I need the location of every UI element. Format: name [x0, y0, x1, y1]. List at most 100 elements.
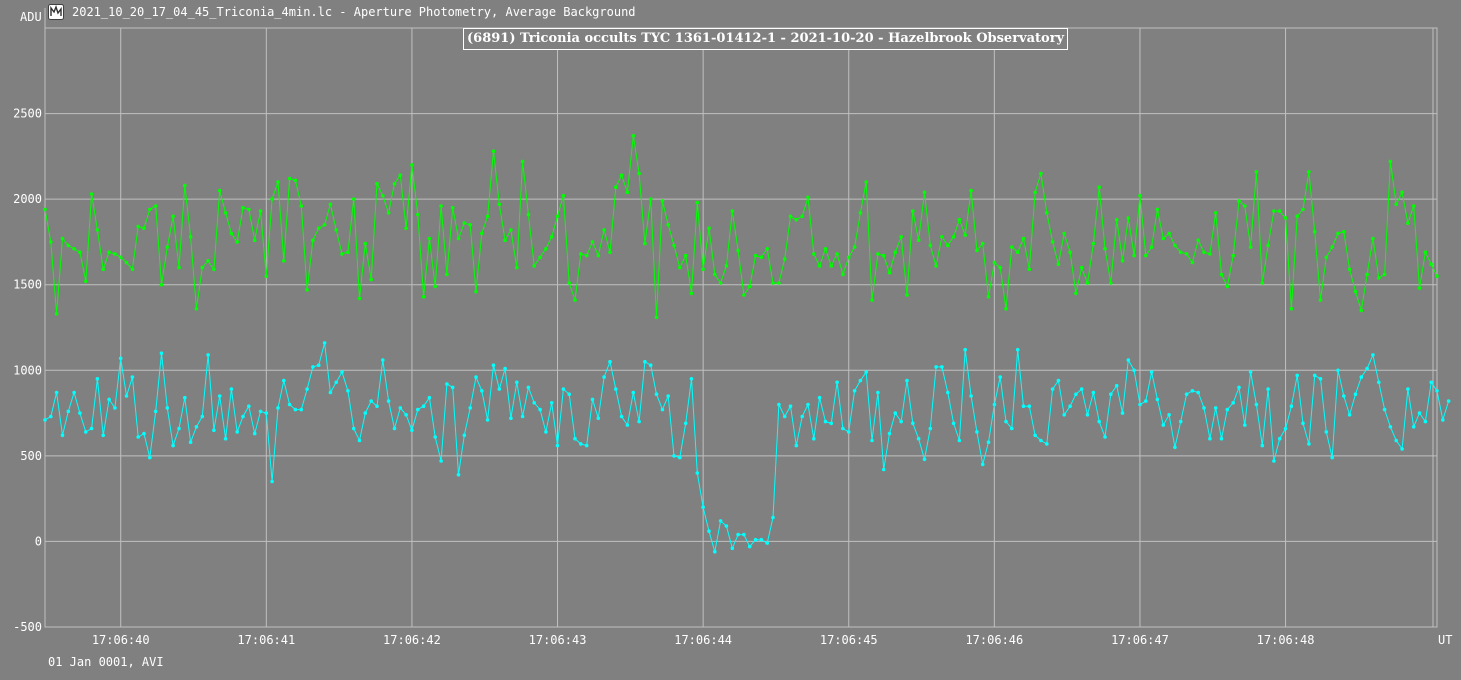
data-point	[66, 243, 71, 248]
data-point	[701, 267, 705, 272]
data-point	[672, 454, 676, 458]
data-point	[1045, 442, 1049, 446]
data-point	[1365, 272, 1369, 277]
data-point	[1202, 406, 1206, 410]
data-point	[1149, 370, 1154, 374]
data-point	[1388, 159, 1393, 164]
data-point	[957, 217, 962, 222]
data-point	[43, 207, 47, 212]
data-point	[194, 425, 199, 429]
data-point	[887, 270, 892, 275]
data-point	[916, 436, 921, 441]
data-point	[334, 228, 339, 232]
data-point	[1277, 436, 1282, 441]
data-point	[916, 238, 921, 242]
data-point	[60, 433, 65, 438]
data-point	[1400, 447, 1404, 451]
data-point	[334, 380, 339, 385]
data-point	[375, 404, 379, 409]
data-point	[654, 392, 659, 397]
data-point	[1330, 455, 1334, 460]
data-point	[206, 353, 210, 357]
data-point	[602, 375, 606, 379]
data-point	[1010, 245, 1014, 249]
data-point	[381, 193, 385, 198]
data-point	[159, 282, 164, 287]
data-point	[474, 289, 478, 294]
data-point	[491, 363, 496, 368]
data-point	[759, 537, 764, 542]
data-point	[1068, 250, 1072, 254]
data-point	[928, 243, 933, 248]
data-point	[596, 416, 601, 421]
series-1	[43, 341, 1451, 554]
data-point	[1144, 253, 1148, 258]
data-point	[1173, 445, 1177, 450]
x-tick-label: 17:06:47	[1111, 633, 1169, 647]
data-point	[468, 406, 473, 410]
data-point	[153, 204, 158, 208]
data-point	[427, 236, 432, 241]
data-point	[497, 202, 502, 207]
data-point	[1225, 284, 1230, 289]
data-point	[1394, 438, 1398, 443]
data-point	[1295, 214, 1299, 219]
data-point	[998, 265, 1002, 270]
data-point	[555, 443, 560, 448]
data-point	[911, 421, 915, 426]
data-point	[282, 259, 286, 263]
data-point	[765, 541, 769, 545]
data-point	[852, 389, 857, 393]
series-layer	[43, 134, 1451, 554]
data-point	[584, 443, 589, 448]
data-point	[427, 395, 432, 400]
data-point	[509, 228, 513, 232]
data-point	[666, 394, 670, 398]
data-point	[322, 223, 327, 227]
data-point	[1318, 298, 1323, 302]
data-point	[346, 389, 350, 393]
data-point	[1079, 265, 1084, 270]
data-point	[1196, 390, 1200, 395]
data-point	[485, 214, 490, 219]
data-point	[1342, 229, 1346, 234]
x-tick-label: 17:06:40	[92, 633, 150, 647]
data-point	[695, 200, 700, 205]
grid-layer	[44, 8, 1438, 628]
data-point	[852, 245, 857, 249]
data-point	[247, 404, 251, 409]
data-point	[1231, 253, 1235, 258]
data-point	[1114, 383, 1119, 388]
data-point	[1248, 370, 1253, 374]
data-point	[410, 428, 414, 433]
data-point	[439, 459, 443, 463]
data-point	[153, 409, 158, 414]
data-point	[1062, 413, 1066, 417]
data-point	[584, 253, 589, 258]
data-point	[171, 443, 175, 448]
data-point	[1178, 250, 1183, 254]
data-point	[515, 265, 519, 270]
data-point	[107, 250, 111, 254]
data-point	[1441, 418, 1445, 422]
data-point	[951, 421, 956, 426]
data-point	[1359, 308, 1364, 313]
data-point	[782, 414, 787, 419]
data-point	[625, 190, 630, 195]
data-point	[346, 250, 350, 254]
data-point	[683, 253, 688, 258]
x-tick-label: 17:06:48	[1257, 633, 1315, 647]
data-point	[893, 250, 898, 254]
data-point	[526, 212, 531, 217]
data-point	[1324, 430, 1329, 434]
data-point	[1074, 392, 1078, 397]
data-point	[49, 414, 53, 419]
data-point	[84, 430, 88, 434]
data-point	[1365, 366, 1369, 371]
data-point	[817, 264, 822, 268]
data-point	[1010, 426, 1014, 431]
data-point	[812, 436, 816, 441]
data-point	[928, 426, 933, 431]
data-point	[777, 402, 781, 407]
data-point	[1254, 170, 1259, 174]
